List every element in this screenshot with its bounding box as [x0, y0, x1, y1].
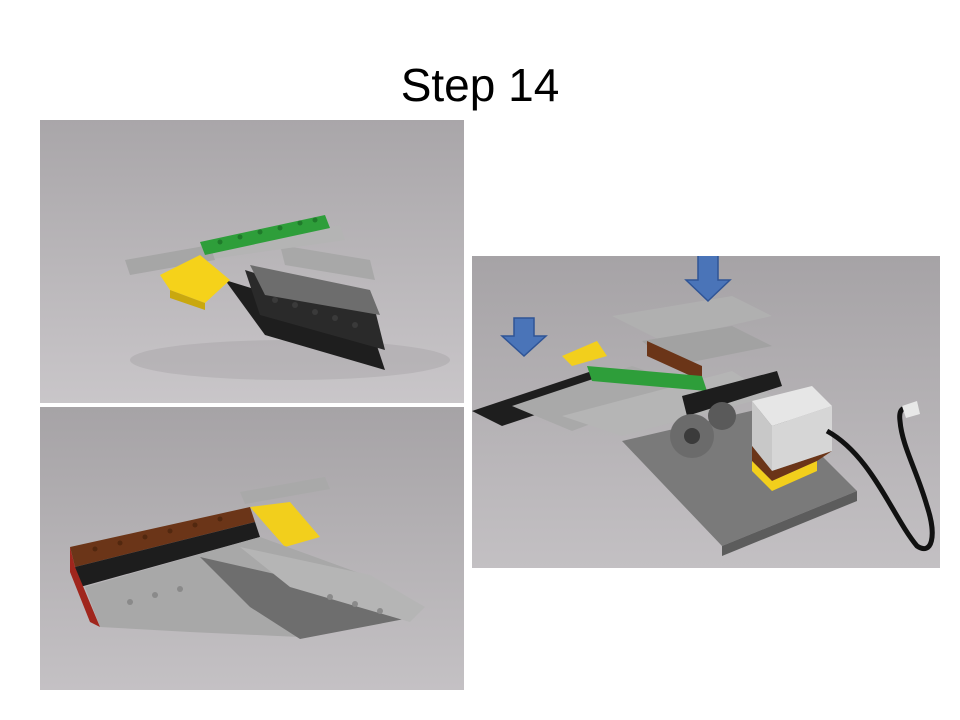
photo-wing-front	[40, 120, 464, 403]
down-arrow-tail-icon	[684, 256, 732, 303]
down-arrow-wing-icon	[500, 317, 548, 358]
photo-plane-on-motor-base	[472, 256, 940, 568]
slide-title: Step 14	[400, 59, 560, 111]
photo-wing-back	[40, 407, 464, 690]
